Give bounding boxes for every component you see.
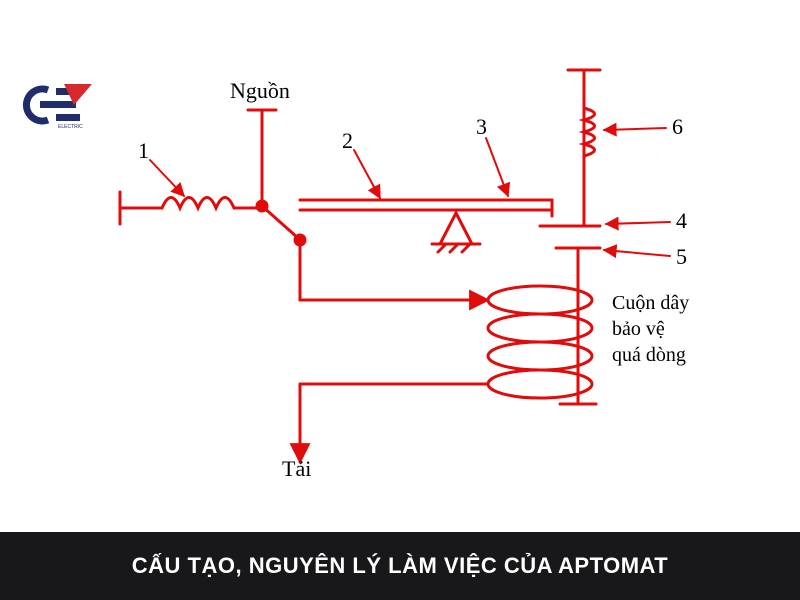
label-source: Nguồn	[230, 78, 290, 104]
prot-coil-3	[488, 342, 592, 370]
ptr-5	[604, 250, 670, 256]
prot-coil-2	[488, 314, 592, 342]
label-3: 3	[476, 114, 487, 140]
ptr-3	[486, 138, 508, 196]
label-coil-line2: bảo vệ	[612, 318, 665, 341]
prot-coil-1	[488, 286, 592, 314]
ptr-1	[150, 160, 184, 196]
ptr-4	[606, 222, 670, 224]
label-1: 1	[138, 138, 149, 164]
footer-title: CẤU TẠO, NGUYÊN LÝ LÀM VIỆC CỦA APTOMAT	[132, 553, 669, 579]
label-6: 6	[672, 114, 683, 140]
label-2: 2	[342, 128, 353, 154]
label-coil-line3: quá dòng	[612, 344, 686, 367]
label-5: 5	[676, 244, 687, 270]
diagram-canvas: ELECTRIC	[0, 0, 800, 600]
label-load: Tải	[282, 456, 311, 482]
pivot-triangle	[440, 213, 472, 244]
spring-coil	[162, 198, 234, 209]
label-coil-line1: Cuộn dây	[612, 292, 689, 315]
footer-bar: CẤU TẠO, NGUYÊN LÝ LÀM VIỆC CỦA APTOMAT	[0, 532, 800, 600]
contact-arm	[262, 206, 298, 238]
topright-coil	[584, 108, 595, 156]
schematic-lines	[120, 70, 670, 462]
prot-coil-4	[488, 370, 592, 398]
ptr-2	[354, 150, 380, 198]
ptr-6	[604, 128, 666, 130]
label-4: 4	[676, 208, 687, 234]
